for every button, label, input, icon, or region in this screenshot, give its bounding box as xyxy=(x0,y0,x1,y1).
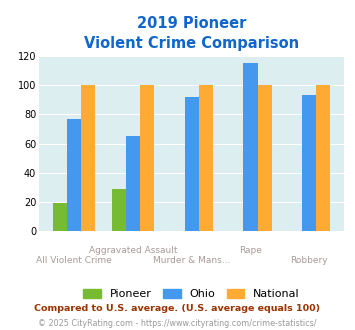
Text: Compared to U.S. average. (U.S. average equals 100): Compared to U.S. average. (U.S. average … xyxy=(34,304,321,313)
Bar xyxy=(140,85,154,231)
Bar xyxy=(185,97,199,231)
Bar xyxy=(81,85,95,231)
Bar xyxy=(126,136,140,231)
Text: Rape: Rape xyxy=(239,246,262,254)
Text: © 2025 CityRating.com - https://www.cityrating.com/crime-statistics/: © 2025 CityRating.com - https://www.city… xyxy=(38,319,317,328)
Title: 2019 Pioneer
Violent Crime Comparison: 2019 Pioneer Violent Crime Comparison xyxy=(84,16,299,51)
Bar xyxy=(302,95,316,231)
Text: Murder & Mans...: Murder & Mans... xyxy=(153,256,230,265)
Bar xyxy=(53,203,67,231)
Bar xyxy=(258,85,272,231)
Legend: Pioneer, Ohio, National: Pioneer, Ohio, National xyxy=(83,289,300,299)
Bar xyxy=(244,63,258,231)
Text: Robbery: Robbery xyxy=(290,256,328,265)
Bar xyxy=(112,189,126,231)
Text: Aggravated Assault: Aggravated Assault xyxy=(89,246,177,254)
Text: All Violent Crime: All Violent Crime xyxy=(36,256,112,265)
Bar xyxy=(316,85,331,231)
Bar xyxy=(199,85,213,231)
Bar xyxy=(67,119,81,231)
